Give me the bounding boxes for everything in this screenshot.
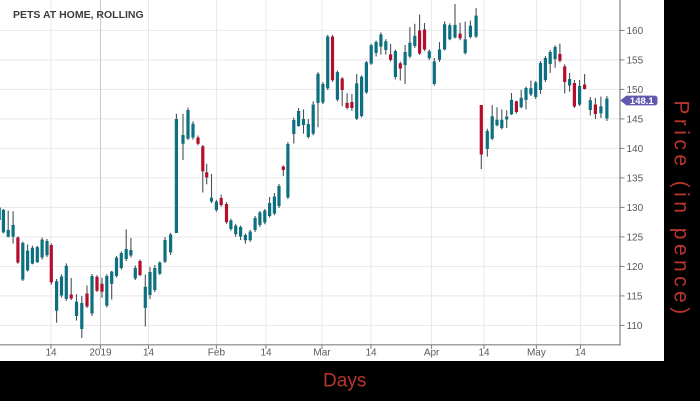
svg-text:May: May	[527, 348, 546, 359]
svg-text:14: 14	[478, 348, 490, 359]
svg-text:115: 115	[627, 291, 643, 302]
svg-text:155: 155	[627, 55, 644, 66]
svg-text:150: 150	[627, 85, 644, 96]
svg-text:2019: 2019	[89, 348, 112, 359]
svg-text:160: 160	[627, 26, 644, 37]
svg-text:14: 14	[575, 348, 587, 359]
svg-text:14: 14	[143, 348, 155, 359]
svg-text:130: 130	[627, 203, 644, 214]
svg-text:140: 140	[627, 144, 644, 155]
svg-text:148.1: 148.1	[630, 96, 654, 107]
svg-text:14: 14	[365, 348, 377, 359]
svg-text:110: 110	[627, 321, 643, 332]
svg-text:145: 145	[627, 114, 644, 125]
svg-text:14: 14	[260, 348, 272, 359]
svg-text:Price (in pence): Price (in pence)	[670, 100, 693, 318]
svg-text:PETS AT HOME, ROLLING: PETS AT HOME, ROLLING	[13, 9, 144, 21]
svg-text:14: 14	[45, 348, 57, 359]
svg-text:125: 125	[627, 232, 644, 243]
svg-text:120: 120	[627, 262, 644, 273]
svg-text:135: 135	[627, 173, 644, 184]
svg-text:Mar: Mar	[313, 348, 331, 359]
svg-text:Days: Days	[323, 370, 366, 391]
svg-text:Apr: Apr	[424, 348, 440, 359]
svg-text:Feb: Feb	[208, 348, 226, 359]
